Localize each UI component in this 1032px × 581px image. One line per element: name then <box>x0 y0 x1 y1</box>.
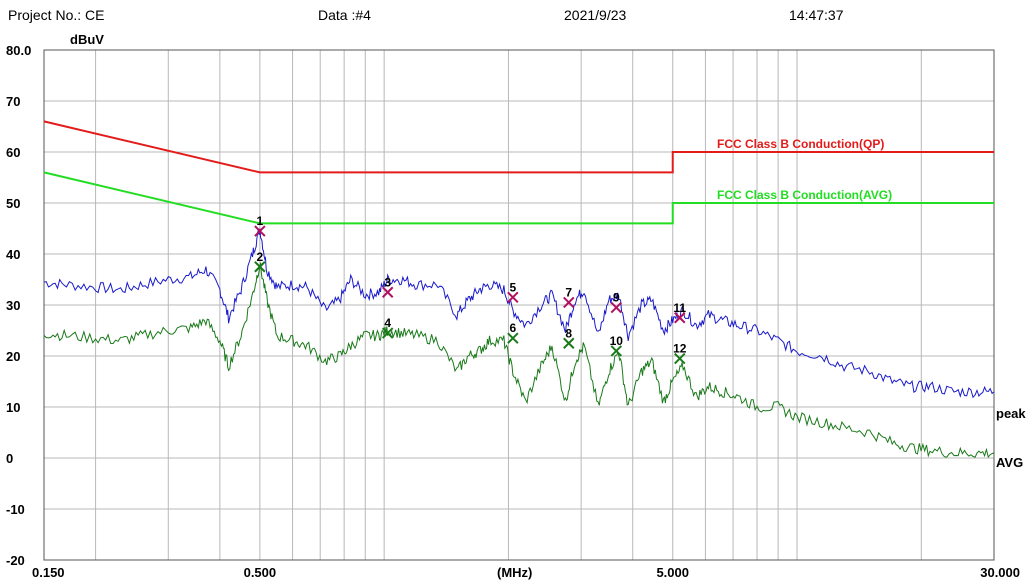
y-axis-label: dBuV <box>70 32 104 47</box>
y-tick-label: 30 <box>6 298 20 313</box>
y-tick-label: 80.0 <box>6 43 31 58</box>
x-tick-labels: 0.150 0.500 5.000 30.000 <box>32 565 1020 580</box>
marker-11: 11 <box>673 301 686 324</box>
marker-label: 12 <box>673 342 687 356</box>
plot-frame <box>43 49 995 561</box>
legend-peak: peak <box>996 406 1026 421</box>
marker-cross <box>563 296 575 309</box>
data-id: Data :#4 <box>318 7 371 23</box>
marker-label: 11 <box>673 301 686 315</box>
marker-cross <box>507 291 519 304</box>
marker-10: 10 <box>610 334 624 357</box>
y-tick-label: 70 <box>6 94 20 109</box>
marker-cross <box>382 286 394 298</box>
marker-4: 4 <box>382 316 394 339</box>
marker-5: 5 <box>507 280 519 304</box>
y-tick-label: 50 <box>6 196 20 211</box>
marker-label: 9 <box>613 291 620 305</box>
x-tick-label: 30.000 <box>980 565 1020 580</box>
marker-cross <box>507 332 519 344</box>
marker-cross <box>382 327 394 339</box>
marker-label: 2 <box>257 250 264 264</box>
limit-line-qp <box>43 120 994 174</box>
marker-cross <box>254 225 266 237</box>
marker-cross <box>674 312 686 324</box>
y-tick-label: 60 <box>6 145 20 160</box>
project-number: Project No.: CE <box>8 7 104 23</box>
traces <box>43 228 995 459</box>
marker-label: 7 <box>565 285 572 299</box>
x-tick-label: 0.150 <box>32 565 65 580</box>
marker-2: 2 <box>254 250 266 273</box>
test-time: 14:47:37 <box>789 7 844 23</box>
trace-avg <box>43 262 995 459</box>
trace-peak <box>43 228 995 399</box>
y-tick-label: 0 <box>6 451 13 466</box>
y-tick-label: 40 <box>6 247 20 262</box>
y-tick-labels: 80.0 70 60 50 40 30 20 10 0 -10 -20 <box>6 43 31 568</box>
limit-label-qp: FCC Class B Conduction(QP) <box>717 137 884 151</box>
x-tick-label: 5.000 <box>656 565 689 580</box>
legend-avg: AVG <box>996 455 1023 470</box>
marker-1: 1 <box>254 214 266 237</box>
y-tick-label: -10 <box>6 502 25 517</box>
marker-label: 8 <box>565 326 572 340</box>
limit-label-avg: FCC Class B Conduction(AVG) <box>717 188 892 202</box>
marker-cross <box>610 345 623 357</box>
marker-cross <box>674 352 686 365</box>
limit-line-avg <box>43 171 994 225</box>
marker-label: 1 <box>257 214 264 228</box>
marker-label: 3 <box>384 275 391 289</box>
marker-label: 4 <box>384 316 391 330</box>
marker-cross <box>254 261 266 273</box>
marker-8: 8 <box>563 326 575 349</box>
x-tick-label: 0.500 <box>244 565 277 580</box>
y-tick-label: 10 <box>6 400 20 415</box>
x-axis-label: (MHz) <box>497 565 532 580</box>
marker-9: 9 <box>610 291 623 314</box>
marker-label: 5 <box>510 280 517 294</box>
marker-7: 7 <box>563 285 575 309</box>
y-tick-label: -20 <box>6 553 25 568</box>
marker-6: 6 <box>507 321 519 344</box>
grid <box>44 50 994 560</box>
limit-lines <box>43 120 994 225</box>
marker-3: 3 <box>382 275 394 298</box>
y-tick-label: 20 <box>6 349 20 364</box>
marker-cross <box>610 301 623 314</box>
marker-label: 10 <box>610 334 624 348</box>
marker-12: 12 <box>673 342 687 365</box>
marker-label: 6 <box>510 321 517 335</box>
test-date: 2021/9/23 <box>564 7 626 23</box>
marker-cross <box>563 337 575 349</box>
